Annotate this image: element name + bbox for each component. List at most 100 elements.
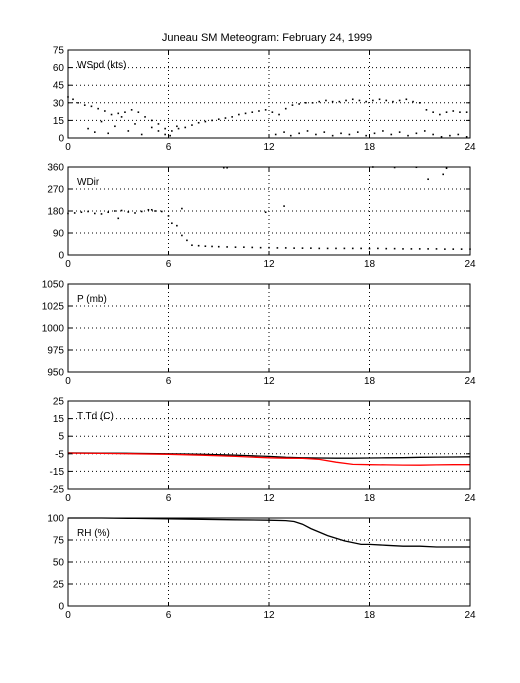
y-tick-label: -25 (50, 485, 65, 496)
data-point (289, 134, 292, 137)
data-point (94, 212, 96, 215)
data-point (117, 112, 120, 115)
data-point (358, 99, 361, 102)
x-tick-label: 18 (364, 259, 376, 270)
y-tick-label: 0 (58, 251, 64, 262)
data-point (382, 130, 384, 132)
data-point (130, 109, 133, 111)
y-tick-label: -15 (50, 467, 65, 478)
data-point (217, 245, 220, 248)
data-point (231, 116, 233, 118)
data-point (311, 102, 314, 104)
y-tick-label: 75 (53, 536, 65, 547)
data-point (335, 247, 337, 250)
y-tick-label: 1050 (42, 280, 65, 291)
data-point (423, 130, 426, 132)
series-1 (117, 166, 448, 220)
data-point (331, 100, 334, 103)
data-point (150, 208, 153, 211)
data-point (439, 113, 441, 116)
data-point (398, 131, 401, 133)
y-tick-label: 60 (53, 63, 65, 74)
data-point (157, 123, 160, 125)
data-point (110, 113, 113, 116)
data-point (90, 105, 93, 108)
data-point (390, 133, 393, 136)
data-point (97, 107, 99, 110)
data-point (80, 211, 83, 214)
data-point (278, 113, 280, 116)
data-point (259, 246, 262, 249)
data-point (137, 111, 140, 113)
y-tick-label: 25 (53, 580, 65, 591)
y-tick-label: 30 (53, 98, 65, 109)
panel-label: WSpd (kts) (77, 60, 126, 71)
series-1 (87, 116, 468, 138)
data-point (73, 212, 76, 214)
y-tick-label: 1025 (42, 302, 65, 313)
data-point (176, 224, 178, 227)
data-point (161, 210, 163, 213)
y-tick-label: 15 (53, 414, 65, 425)
data-point (398, 99, 401, 102)
x-tick-label: 18 (364, 610, 376, 621)
x-tick-label: 12 (263, 259, 275, 270)
data-point (418, 248, 421, 250)
data-point (177, 127, 180, 130)
x-tick-label: 6 (166, 142, 172, 153)
data-point (204, 120, 207, 123)
data-point (251, 111, 254, 113)
x-tick-label: 24 (464, 142, 476, 153)
x-tick-label: 24 (464, 259, 476, 270)
x-tick-label: 18 (364, 376, 376, 387)
panel-label: WDir (77, 177, 100, 188)
data-point (276, 247, 279, 249)
data-point (338, 100, 341, 103)
data-point (407, 134, 409, 137)
data-point (445, 167, 448, 170)
data-point (345, 99, 347, 102)
data-point (360, 247, 362, 250)
x-tick-label: 18 (364, 493, 376, 504)
data-point (298, 132, 300, 135)
data-point (181, 207, 183, 210)
data-point (268, 246, 270, 249)
data-point (410, 248, 413, 250)
data-point (211, 119, 213, 122)
data-point (251, 246, 254, 249)
data-point (127, 211, 130, 213)
data-point (234, 246, 237, 248)
data-point (176, 125, 178, 128)
panel-label: RH (%) (77, 528, 110, 539)
x-tick-label: 24 (464, 493, 476, 504)
data-point (134, 212, 136, 214)
data-point (460, 248, 463, 250)
y-tick-label: 15 (53, 116, 65, 127)
data-point (87, 210, 89, 213)
x-tick-label: 0 (65, 376, 71, 387)
data-point (271, 111, 274, 113)
data-point (186, 239, 188, 242)
data-point (449, 134, 451, 137)
data-point (114, 125, 116, 128)
data-point (120, 209, 123, 212)
x-tick-label: 18 (364, 142, 376, 153)
data-point (445, 111, 448, 113)
x-tick-label: 6 (166, 376, 172, 387)
data-point (310, 247, 312, 249)
data-point (315, 133, 317, 136)
data-point (368, 247, 371, 250)
data-point (393, 247, 396, 250)
data-point (284, 107, 287, 110)
data-point (217, 118, 220, 121)
data-point (405, 98, 408, 101)
data-point (427, 178, 429, 181)
data-point (412, 100, 414, 103)
data-point (224, 117, 227, 119)
data-point (124, 111, 126, 113)
data-point (77, 102, 79, 104)
data-point (432, 133, 434, 136)
data-point (340, 132, 342, 135)
y-tick-label: 45 (53, 81, 65, 92)
